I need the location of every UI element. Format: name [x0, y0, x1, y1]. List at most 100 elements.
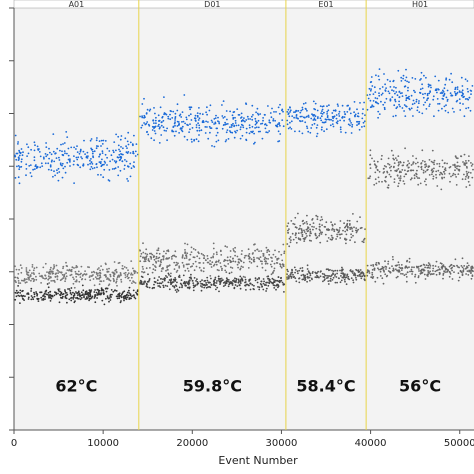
droplet: [87, 155, 89, 158]
droplet: [191, 279, 194, 282]
droplet: [283, 250, 286, 253]
droplet: [459, 102, 461, 105]
droplet: [80, 156, 82, 158]
droplet: [180, 116, 183, 118]
droplet: [216, 286, 219, 289]
droplet: [448, 275, 451, 278]
droplet: [252, 256, 255, 259]
droplet: [224, 259, 227, 262]
droplet: [93, 150, 96, 153]
droplet: [218, 290, 220, 293]
droplet: [295, 241, 298, 244]
droplet: [143, 256, 146, 259]
droplet: [456, 88, 459, 90]
droplet: [330, 238, 333, 241]
droplet: [90, 161, 93, 163]
droplet: [401, 267, 404, 270]
droplet: [448, 78, 451, 81]
droplet: [335, 114, 338, 116]
droplet: [444, 167, 447, 170]
droplet: [38, 151, 41, 153]
droplet: [302, 219, 304, 222]
droplet: [340, 275, 342, 277]
droplet: [209, 104, 212, 107]
droplet: [440, 188, 443, 191]
droplet: [462, 161, 464, 163]
droplet: [370, 88, 372, 90]
droplet: [373, 86, 376, 89]
droplet: [314, 276, 317, 278]
droplet: [351, 270, 354, 273]
droplet: [17, 282, 20, 284]
droplet: [235, 124, 238, 127]
droplet: [48, 270, 51, 273]
droplet: [334, 223, 336, 226]
droplet: [158, 256, 161, 259]
droplet: [325, 221, 328, 224]
droplet: [344, 237, 346, 240]
droplet: [327, 109, 330, 112]
droplet: [459, 270, 462, 272]
droplet: [98, 161, 101, 164]
droplet: [467, 90, 469, 93]
droplet: [154, 112, 156, 115]
droplet: [160, 124, 163, 127]
droplet: [359, 275, 362, 278]
droplet: [345, 238, 348, 241]
droplet: [293, 111, 295, 114]
droplet: [326, 115, 329, 117]
droplet: [234, 116, 236, 119]
droplet: [399, 161, 402, 164]
droplet: [274, 279, 277, 282]
droplet: [72, 163, 75, 166]
droplet: [190, 273, 192, 276]
droplet: [368, 87, 371, 90]
droplet-cluster: [139, 94, 285, 148]
droplet: [456, 167, 458, 170]
droplet: [301, 108, 304, 111]
droplet: [181, 254, 184, 257]
droplet: [109, 275, 112, 278]
droplet: [90, 275, 93, 278]
droplet: [384, 265, 387, 268]
droplet: [158, 127, 161, 130]
droplet: [307, 116, 310, 118]
droplet: [98, 267, 100, 269]
droplet: [61, 273, 64, 276]
droplet: [408, 107, 411, 110]
droplet: [162, 284, 165, 287]
droplet: [23, 299, 25, 301]
droplet: [410, 169, 412, 172]
droplet: [44, 274, 47, 277]
droplet: [153, 283, 155, 286]
droplet: [260, 250, 263, 252]
droplet: [367, 177, 370, 180]
droplet: [455, 184, 458, 186]
droplet: [375, 74, 377, 77]
droplet: [174, 277, 177, 279]
droplet: [61, 176, 64, 179]
droplet: [320, 115, 323, 118]
droplet: [264, 114, 266, 116]
droplet: [319, 231, 322, 234]
droplet: [70, 287, 73, 289]
droplet: [240, 277, 243, 279]
droplet: [385, 268, 387, 270]
droplet: [358, 273, 361, 276]
droplet: [294, 130, 296, 133]
droplet: [133, 269, 135, 272]
droplet: [288, 228, 290, 231]
droplet: [384, 179, 386, 182]
droplet: [40, 296, 43, 299]
droplet: [162, 256, 165, 258]
droplet: [399, 170, 401, 173]
droplet: [32, 168, 34, 171]
droplet: [286, 276, 288, 279]
droplet: [369, 154, 372, 157]
droplet: [169, 118, 172, 121]
droplet: [319, 241, 322, 244]
droplet: [248, 124, 251, 127]
droplet: [149, 267, 151, 269]
droplet: [50, 160, 53, 163]
droplet: [95, 277, 98, 280]
